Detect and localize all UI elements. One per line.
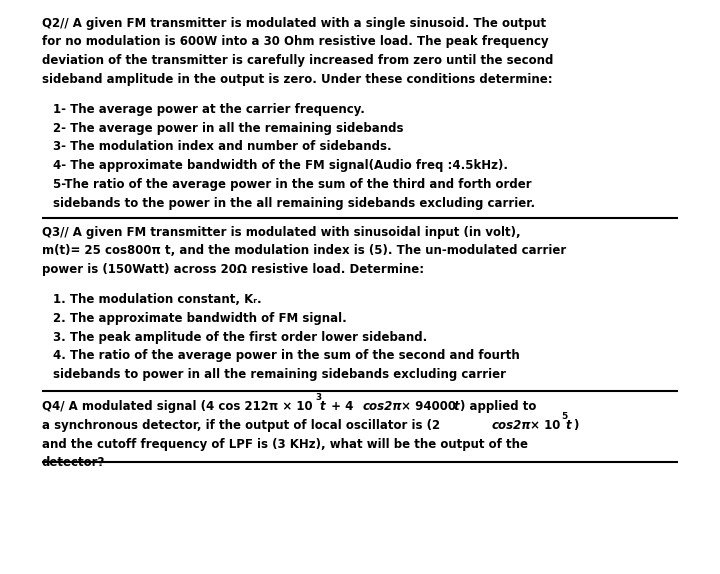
Text: t: t bbox=[454, 400, 459, 413]
Text: 2. The approximate bandwidth of FM signal.: 2. The approximate bandwidth of FM signa… bbox=[53, 312, 346, 325]
Text: t: t bbox=[320, 400, 325, 413]
Text: 5-The ratio of the average power in the sum of the third and forth order: 5-The ratio of the average power in the … bbox=[53, 178, 531, 191]
Text: ): ) bbox=[573, 419, 578, 432]
Text: 4- The approximate bandwidth of the FM signal(Audio freq :4.5kHz).: 4- The approximate bandwidth of the FM s… bbox=[53, 159, 508, 172]
Text: deviation of the transmitter is carefully increased from zero until the second: deviation of the transmitter is carefull… bbox=[42, 54, 553, 67]
Text: 1- The average power at the carrier frequency.: 1- The average power at the carrier freq… bbox=[53, 103, 364, 116]
Text: sidebands to power in all the remaining sidebands excluding carrier: sidebands to power in all the remaining … bbox=[53, 369, 505, 381]
Text: power is (150Watt) across 20Ω resistive load. Determine:: power is (150Watt) across 20Ω resistive … bbox=[42, 263, 424, 276]
Text: 5: 5 bbox=[562, 412, 567, 421]
Text: t: t bbox=[566, 419, 572, 432]
Text: + 4: + 4 bbox=[327, 400, 357, 413]
Text: × 94000: × 94000 bbox=[397, 400, 456, 413]
Text: a synchronous detector, if the output of local oscillator is (2: a synchronous detector, if the output of… bbox=[42, 419, 444, 432]
Text: for no modulation is 600W into a 30 Ohm resistive load. The peak frequency: for no modulation is 600W into a 30 Ohm … bbox=[42, 36, 549, 48]
Text: 3. The peak amplitude of the first order lower sideband.: 3. The peak amplitude of the first order… bbox=[53, 331, 427, 344]
Text: × 10: × 10 bbox=[526, 419, 561, 432]
Text: sideband amplitude in the output is zero. Under these conditions determine:: sideband amplitude in the output is zero… bbox=[42, 73, 552, 86]
Text: 4. The ratio of the average power in the sum of the second and fourth: 4. The ratio of the average power in the… bbox=[53, 350, 520, 362]
Text: and the cutoff frequency of LPF is (3 KHz), what will be the output of the: and the cutoff frequency of LPF is (3 KH… bbox=[42, 437, 528, 451]
Text: Q3// A given FM transmitter is modulated with sinusoidal input (in volt),: Q3// A given FM transmitter is modulated… bbox=[42, 226, 521, 239]
Text: Q2// A given FM transmitter is modulated with a single sinusoid. The output: Q2// A given FM transmitter is modulated… bbox=[42, 17, 546, 30]
Text: ) applied to: ) applied to bbox=[460, 400, 537, 413]
Text: 1. The modulation constant, Kᵣ.: 1. The modulation constant, Kᵣ. bbox=[53, 293, 261, 307]
Text: Q4/ A modulated signal (4 cos 212π × 10: Q4/ A modulated signal (4 cos 212π × 10 bbox=[42, 400, 312, 413]
Text: sidebands to the power in the all remaining sidebands excluding carrier.: sidebands to the power in the all remain… bbox=[53, 197, 535, 210]
Text: 2- The average power in all the remaining sidebands: 2- The average power in all the remainin… bbox=[53, 122, 403, 135]
Text: 3- The modulation index and number of sidebands.: 3- The modulation index and number of si… bbox=[53, 141, 392, 153]
Text: m(t)= 25 cos800π t, and the modulation index is (5). The un-modulated carrier: m(t)= 25 cos800π t, and the modulation i… bbox=[42, 245, 566, 258]
Text: 3: 3 bbox=[315, 393, 322, 402]
Text: detector?: detector? bbox=[42, 456, 105, 470]
Text: cos2π: cos2π bbox=[491, 419, 531, 432]
Text: cos2π: cos2π bbox=[362, 400, 402, 413]
